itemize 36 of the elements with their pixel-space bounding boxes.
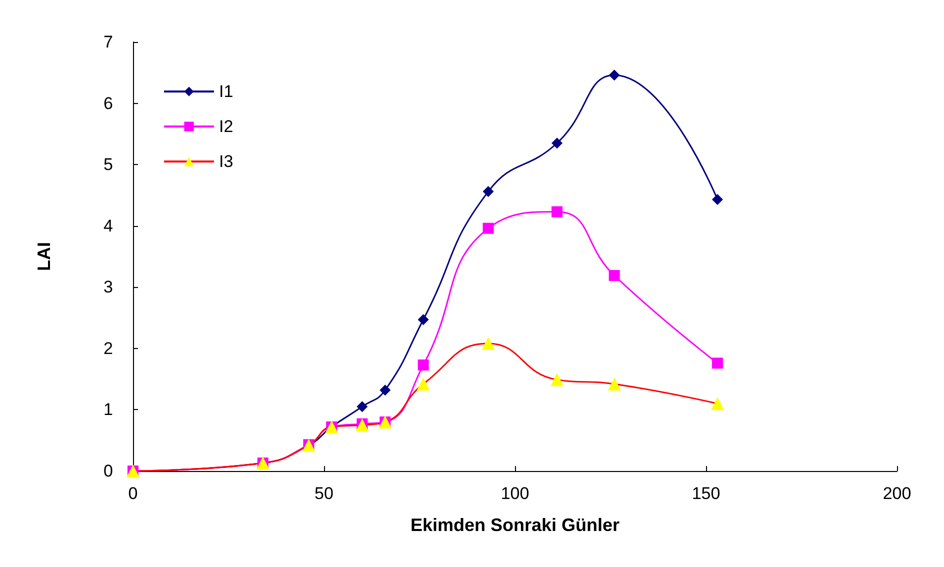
point [552, 138, 563, 149]
point [416, 377, 430, 390]
point [550, 373, 564, 386]
y-tick-label: 5 [104, 155, 113, 174]
legend-label: I3 [219, 152, 234, 171]
y-tick-label: 2 [104, 338, 113, 358]
point [482, 186, 494, 198]
point [418, 359, 429, 370]
x-tick-label: 50 [314, 484, 334, 503]
point [608, 70, 620, 81]
y-tick-label: 1 [104, 400, 113, 420]
point [356, 401, 368, 412]
y-tick-label: 3 [104, 278, 113, 297]
point [356, 418, 369, 432]
point [608, 377, 621, 390]
point [418, 314, 429, 326]
y-tick-label: 6 [104, 94, 113, 113]
point [710, 397, 724, 410]
point [608, 270, 620, 281]
y-axis-title: LAI [34, 242, 54, 271]
point [712, 358, 723, 369]
y-tick-label: 0 [104, 462, 113, 480]
x-axis-title: Ekimden Sonraki Günler [410, 515, 620, 535]
y-tick-label: 4 [104, 216, 113, 236]
x-tick-label: 100 [500, 484, 530, 503]
x-tick-label: 0 [128, 484, 138, 503]
legend-label: I2 [219, 117, 234, 136]
point [482, 337, 495, 350]
legend-label: I1 [219, 82, 234, 101]
x-tick-label: 200 [882, 484, 912, 503]
point [482, 222, 494, 234]
y-tick-label: 7 [104, 32, 113, 52]
point [712, 194, 723, 206]
point [380, 384, 391, 396]
x-tick-label: 150 [692, 484, 720, 503]
point [552, 206, 563, 218]
